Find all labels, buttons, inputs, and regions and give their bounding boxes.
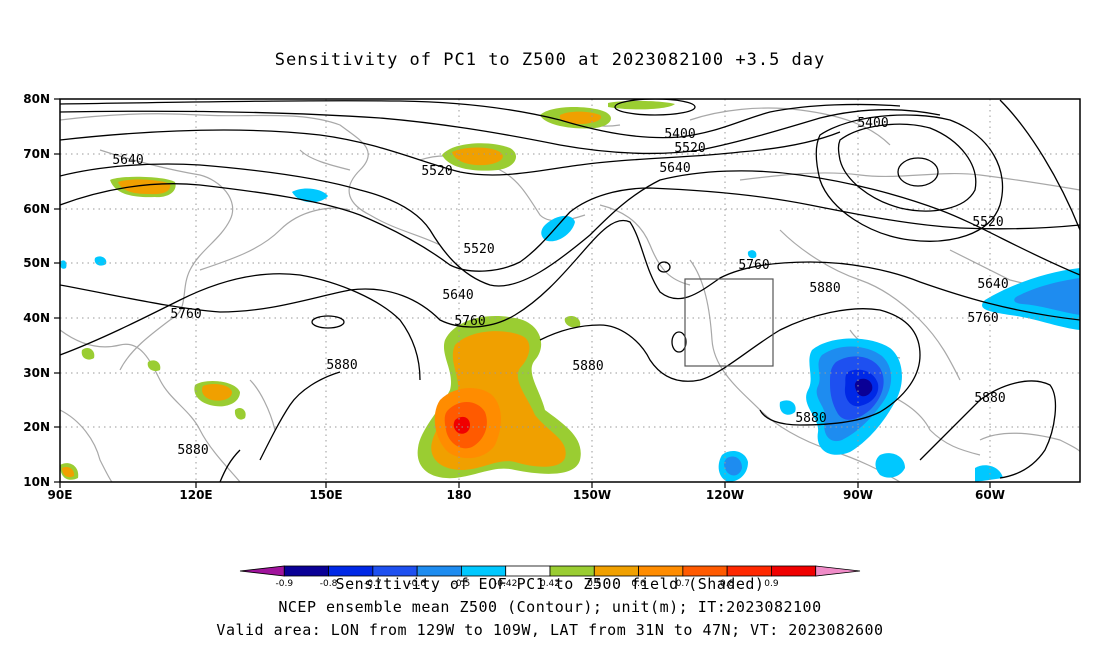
lon-label: 150W: [573, 488, 611, 502]
shaded-sensitivity: [60, 100, 1080, 482]
contour-label: 5880: [795, 411, 826, 426]
contour-label: 5640: [977, 277, 1008, 292]
contour-label: 5520: [421, 164, 452, 179]
caption-shading: Sensitivity of EOF PC1 to Z500 field (Sh…: [335, 575, 765, 593]
valid-area-box: [684, 278, 774, 367]
contour-labels: 5640552054005520564054005520576056405760…: [112, 116, 1008, 458]
contour-label: 5520: [972, 215, 1003, 230]
axis-ticks: [54, 98, 991, 488]
colorbar-tick-label: 0.9: [764, 579, 779, 589]
contour-label: 5880: [572, 359, 603, 374]
contour-label: 5520: [674, 141, 705, 156]
colorbar-tick-label: 0.7: [676, 579, 690, 589]
lon-axis: 90E 120E 150E 180 150W 120W 90W 60W: [48, 488, 1005, 502]
contour-label: 5880: [809, 281, 840, 296]
colorbar-tick-label: -0.8: [320, 579, 338, 589]
colorbar-tick-label: -0.9: [276, 579, 294, 589]
lat-label: 20N: [23, 420, 50, 434]
colorbar-tick-label: -0.7: [364, 579, 382, 589]
colorbar-tick-label: -0.42: [494, 579, 517, 589]
lon-label: 150E: [309, 488, 342, 502]
coastlines: [60, 107, 1080, 482]
colorbar-tick-label: -0.5: [453, 579, 471, 589]
contour-label: 5880: [974, 391, 1005, 406]
colorbar-tick-label: 0.6: [631, 579, 646, 589]
colorbar: -0.9 -0.8 -0.7 -0.6 -0.5 -0.42 0.42 0.5 0.6 0.7 0.…: [239, 565, 861, 589]
lat-label: 50N: [23, 256, 50, 270]
lat-label: 80N: [23, 92, 50, 106]
colorbar-arrow-high: [815, 565, 861, 577]
colorbar-tick-label: 0.8: [720, 579, 735, 589]
lon-label: 120E: [179, 488, 212, 502]
contour-label: 5760: [738, 258, 769, 273]
contour-label: 5880: [326, 358, 357, 373]
colorbar-tick-label: 0.5: [587, 579, 601, 589]
map-title: Sensitivity of PC1 to Z500 at 2023082100…: [274, 50, 826, 70]
z500-contours: [60, 99, 1080, 482]
grid-lines: [60, 99, 1080, 482]
contour-label: 5760: [967, 311, 998, 326]
lat-label: 60N: [23, 202, 50, 216]
lon-label: 60W: [975, 488, 1005, 502]
contour-label: 5640: [659, 161, 690, 176]
contour-label: 5400: [857, 116, 888, 131]
caption-contour: NCEP ensemble mean Z500 (Contour); unit(…: [278, 598, 822, 616]
colorbar-tick-label: -0.6: [408, 579, 426, 589]
lon-label: 180: [446, 488, 471, 502]
contour-label: 5760: [170, 307, 201, 322]
lat-label: 30N: [23, 366, 50, 380]
lon-label: 120W: [706, 488, 744, 502]
colorbar-tick-label: 0.42: [540, 579, 560, 589]
caption-valid-area: Valid area: LON from 129W to 109W, LAT f…: [216, 621, 884, 639]
contour-label: 5640: [442, 288, 473, 303]
lon-label: 90E: [48, 488, 73, 502]
plot-frame: [59, 98, 1081, 483]
contour-label: 5400: [664, 127, 695, 142]
contour-label: 5760: [454, 314, 485, 329]
lat-axis: 80N 70N 60N 50N 40N 30N 20N 10N: [23, 92, 50, 489]
lon-label: 90W: [843, 488, 873, 502]
lat-label: 40N: [23, 311, 50, 325]
contour-label: 5880: [177, 443, 208, 458]
contour-label: 5520: [463, 242, 494, 257]
lat-label: 70N: [23, 147, 50, 161]
lat-label: 10N: [23, 475, 50, 489]
contour-label: 5640: [112, 153, 143, 168]
